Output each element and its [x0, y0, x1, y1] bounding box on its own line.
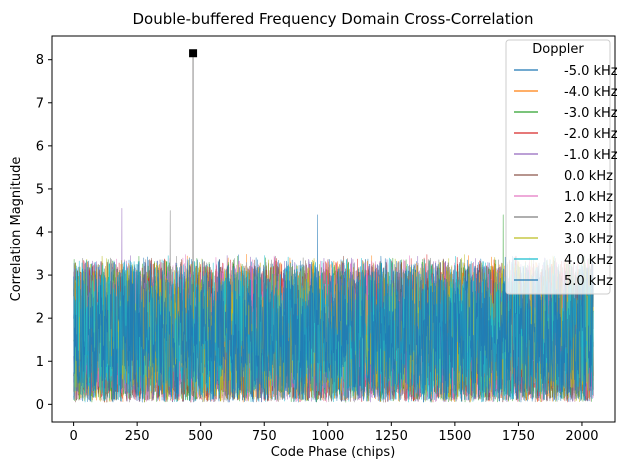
y-tick-label: 6 [36, 139, 44, 154]
x-axis: 0 250 500 750 1000 1250 1500 1750 2000 [69, 422, 599, 444]
legend: Doppler -5.0 kHz -4.0 kHz -3.0 kHz -2.0 kHz… [505, 39, 618, 295]
x-tick-label: 250 [125, 429, 150, 444]
x-tick-label: 0 [69, 429, 77, 444]
legend-items: -5.0 kHz -4.0 kHz -3.0 kHz -2.0 kHz -1.0 kHz… [514, 64, 618, 289]
series-layer [73, 52, 594, 403]
y-axis-label: Correlation Magnitude [9, 157, 24, 302]
y-tick-label: 2 [36, 312, 44, 327]
legend-label: 1.0 kHz [564, 190, 613, 205]
y-axis: 0 1 2 3 4 5 6 7 8 [36, 53, 52, 413]
legend-label: 4.0 kHz [564, 253, 613, 268]
legend-label: 5.0 kHz [564, 274, 613, 289]
peak-layer [189, 49, 198, 284]
x-tick-label: 1000 [311, 429, 344, 444]
x-tick-label: 750 [252, 429, 277, 444]
legend-box [505, 39, 611, 295]
legend-label: -1.0 kHz [564, 148, 618, 163]
legend-label: -3.0 kHz [564, 106, 618, 121]
legend-label: 3.0 kHz [564, 232, 613, 247]
x-tick-label: 500 [188, 429, 213, 444]
x-tick-label: 1500 [438, 429, 471, 444]
legend-label: 2.0 kHz [564, 211, 613, 226]
y-tick-label: 4 [36, 226, 44, 241]
legend-label: -2.0 kHz [564, 127, 618, 142]
y-tick-label: 3 [36, 269, 44, 284]
legend-label: -4.0 kHz [564, 85, 618, 100]
y-tick-label: 1 [36, 355, 44, 370]
y-tick-label: 7 [36, 96, 44, 111]
x-tick-label: 1750 [502, 429, 535, 444]
legend-title: Doppler [532, 42, 584, 57]
legend-label: -5.0 kHz [564, 64, 618, 79]
plot-frame [51, 35, 616, 423]
chart-title: Double-buffered Frequency Domain Cross-C… [133, 10, 534, 28]
y-tick-label: 8 [36, 53, 44, 68]
peak-marker [189, 49, 198, 58]
series-line [73, 214, 594, 403]
y-tick-label: 0 [36, 398, 44, 413]
x-tick-label: 2000 [565, 429, 598, 444]
y-tick-label: 5 [36, 182, 44, 197]
x-axis-label: Code Phase (chips) [271, 445, 396, 460]
legend-label: 0.0 kHz [564, 169, 613, 184]
x-tick-label: 1250 [375, 429, 408, 444]
